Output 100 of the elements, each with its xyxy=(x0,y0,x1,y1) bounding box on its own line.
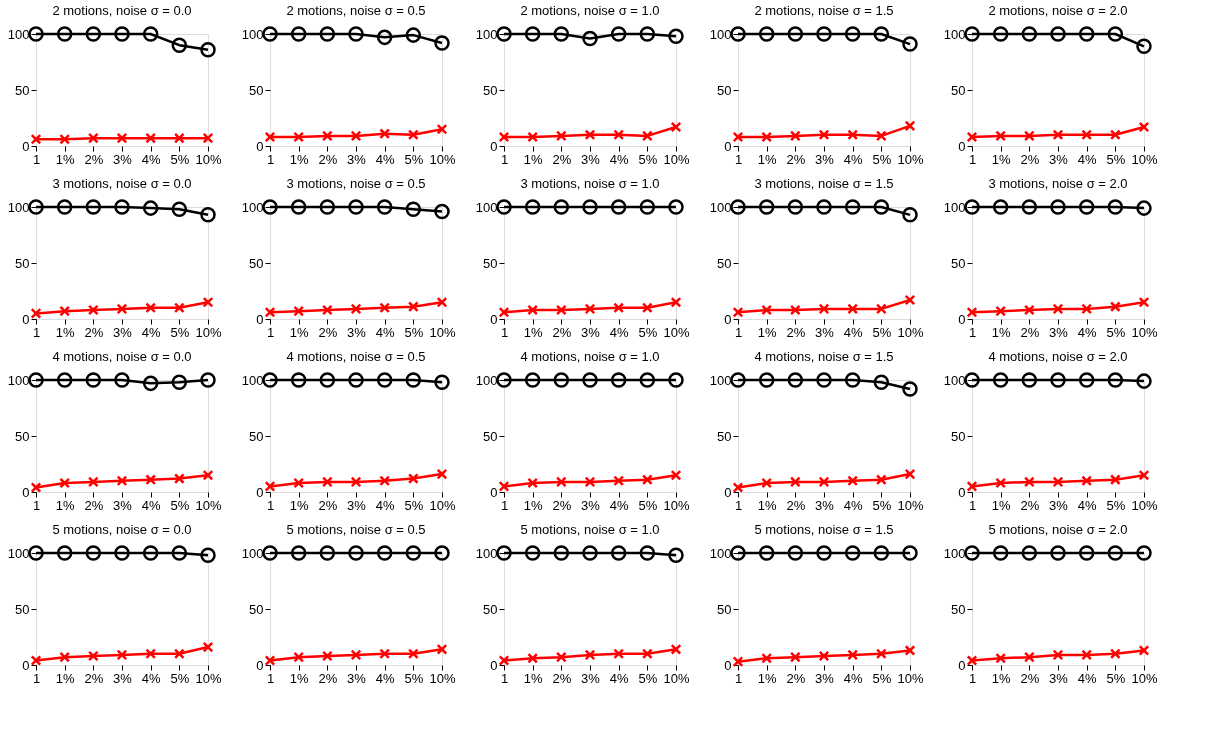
point xyxy=(142,375,159,392)
point xyxy=(142,545,159,561)
y-tick-label: 100 xyxy=(475,199,498,215)
point xyxy=(30,307,42,319)
x-tick-label: 1 xyxy=(32,670,41,686)
point xyxy=(116,475,128,487)
chart-title: 4 motions, noise σ = 0.0 xyxy=(52,349,192,365)
point xyxy=(114,372,130,388)
x-tick-label: 3% xyxy=(581,151,601,167)
y-tick-label: 50 xyxy=(249,255,264,271)
point xyxy=(87,132,99,144)
point xyxy=(1081,649,1093,661)
x-tick-label: 3% xyxy=(815,151,835,167)
y-tick-label: 100 xyxy=(7,199,30,215)
point xyxy=(290,372,307,388)
point xyxy=(816,545,832,561)
point xyxy=(1136,38,1152,55)
y-tick-label: 0 xyxy=(958,138,966,154)
chart-title: 5 motions, noise σ = 0.0 xyxy=(52,522,192,538)
x-tick-label: 10% xyxy=(429,151,456,167)
chart-title: 2 motions, noise σ = 1.0 xyxy=(520,3,660,19)
x-tick-label: 1% xyxy=(523,151,543,167)
x-tick-label: 2% xyxy=(786,497,806,513)
y-tick-label: 0 xyxy=(256,484,264,500)
point xyxy=(56,26,73,42)
point xyxy=(290,545,307,561)
x-tick-label: 2% xyxy=(84,670,104,686)
y-tick-label: 0 xyxy=(22,311,30,327)
point xyxy=(730,545,746,561)
point xyxy=(293,477,305,489)
y-tick-label: 50 xyxy=(15,82,30,98)
y-tick-label: 0 xyxy=(958,657,966,673)
point xyxy=(613,302,625,314)
x-tick-label: 1 xyxy=(266,497,275,513)
point xyxy=(1023,304,1035,316)
y-tick-label: 100 xyxy=(709,545,732,561)
point xyxy=(904,120,916,132)
x-tick-label: 1 xyxy=(500,670,509,686)
x-tick-label: 3% xyxy=(347,497,367,513)
x-tick-label: 1 xyxy=(734,497,743,513)
x-tick-label: 4% xyxy=(1077,324,1097,340)
point xyxy=(1109,648,1121,660)
y-tick-label: 50 xyxy=(717,255,732,271)
x-tick-label: 2% xyxy=(552,151,572,167)
point xyxy=(818,303,830,315)
point xyxy=(434,203,450,220)
x-tick-label: 1% xyxy=(757,151,777,167)
point xyxy=(436,123,448,135)
y-tick-label: 100 xyxy=(943,545,966,561)
point xyxy=(730,26,746,42)
point xyxy=(641,130,653,142)
point xyxy=(348,26,364,42)
x-tick-label: 4% xyxy=(843,497,863,513)
y-tick-label: 0 xyxy=(490,311,498,327)
point xyxy=(670,296,682,308)
chart-title: 5 motions, noise σ = 1.5 xyxy=(754,522,894,538)
point xyxy=(30,482,42,493)
point xyxy=(1109,129,1121,141)
y-tick-label: 50 xyxy=(249,82,264,98)
point xyxy=(59,133,71,145)
point xyxy=(639,199,656,215)
x-tick-label: 2% xyxy=(786,324,806,340)
point xyxy=(761,652,773,664)
point xyxy=(434,374,450,390)
point xyxy=(527,477,539,489)
point xyxy=(1136,200,1152,216)
x-tick-label: 3% xyxy=(1049,670,1069,686)
y-tick-label: 50 xyxy=(717,428,732,444)
point xyxy=(584,303,596,315)
x-tick-label: 10% xyxy=(195,670,222,686)
point xyxy=(1052,649,1064,661)
x-tick-label: 2% xyxy=(84,151,104,167)
point xyxy=(30,655,42,666)
x-tick-label: 10% xyxy=(1131,324,1158,340)
x-tick-label: 2% xyxy=(552,497,572,513)
y-tick-label: 50 xyxy=(249,601,264,617)
chart-title: 3 motions, noise σ = 1.5 xyxy=(754,176,894,192)
point xyxy=(171,374,188,390)
point xyxy=(350,476,362,488)
point xyxy=(1109,301,1121,313)
point xyxy=(1021,26,1038,42)
point xyxy=(584,476,596,488)
x-tick-label: 5% xyxy=(404,670,424,686)
x-tick-label: 10% xyxy=(195,324,222,340)
point xyxy=(818,650,830,662)
point xyxy=(59,651,71,663)
point xyxy=(56,372,73,388)
point xyxy=(1138,296,1150,308)
chart-title: 3 motions, noise σ = 0.5 xyxy=(286,176,426,192)
point xyxy=(789,476,801,488)
point xyxy=(1021,199,1038,215)
point xyxy=(902,545,918,561)
chart-title: 4 motions, noise σ = 2.0 xyxy=(988,349,1128,365)
point xyxy=(496,545,512,561)
point xyxy=(613,129,625,141)
x-tick-label: 5% xyxy=(404,151,424,167)
point xyxy=(992,372,1009,388)
point xyxy=(761,304,773,316)
point xyxy=(28,26,44,42)
x-tick-label: 4% xyxy=(375,324,395,340)
